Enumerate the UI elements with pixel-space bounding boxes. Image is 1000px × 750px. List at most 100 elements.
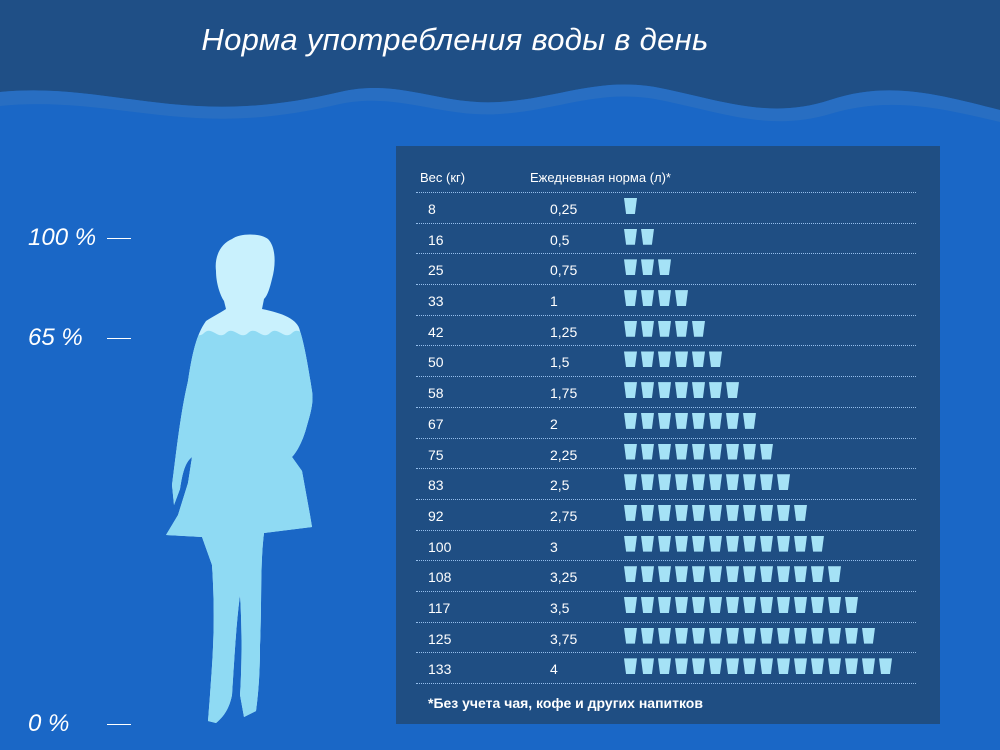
water-glass-icon bbox=[743, 566, 756, 583]
water-glass-icon bbox=[760, 443, 773, 460]
water-glass-icon bbox=[760, 627, 773, 644]
norm-cell: 0,75 bbox=[550, 262, 578, 279]
cups-cell bbox=[624, 320, 709, 339]
table-row: 25 0,75 bbox=[416, 254, 916, 286]
level-label: 100 % bbox=[28, 224, 97, 251]
norm-cell: 1,5 bbox=[550, 354, 570, 371]
cups-cell bbox=[624, 351, 726, 369]
water-glass-icon bbox=[641, 566, 654, 583]
water-glass-icon bbox=[726, 535, 739, 552]
water-glass-icon bbox=[828, 566, 841, 583]
water-glass-icon bbox=[692, 382, 705, 399]
table-row: 58 1,75 bbox=[416, 377, 916, 408]
weight-cell: 16 bbox=[428, 231, 444, 248]
norm-cell: 2,25 bbox=[550, 446, 578, 463]
weight-cell: 133 bbox=[428, 661, 452, 678]
water-glass-icon bbox=[658, 596, 671, 613]
water-glass-icon bbox=[743, 535, 756, 552]
water-glass-icon bbox=[811, 627, 824, 644]
header-divider bbox=[416, 192, 916, 193]
water-glass-icon bbox=[624, 320, 637, 337]
water-glass-icon bbox=[794, 535, 807, 552]
water-glass-icon bbox=[743, 658, 756, 675]
water-glass-icon bbox=[794, 504, 807, 521]
table-row: 33 1 bbox=[416, 285, 916, 316]
water-glass-icon bbox=[692, 566, 705, 583]
water-glass-icon bbox=[675, 351, 688, 368]
water-glass-icon bbox=[811, 566, 824, 583]
water-glass-icon bbox=[658, 320, 671, 337]
cups-cell bbox=[624, 382, 743, 400]
water-glass-icon bbox=[794, 627, 807, 644]
col-header-weight: Вес (кг) bbox=[420, 170, 466, 185]
table-row: 42 1,25 bbox=[416, 316, 916, 347]
water-glass-icon bbox=[811, 658, 824, 675]
water-glass-icon bbox=[743, 474, 756, 491]
norm-cell: 3,5 bbox=[550, 599, 570, 616]
water-glass-icon bbox=[658, 290, 671, 307]
water-glass-icon bbox=[624, 290, 637, 307]
water-glass-icon bbox=[760, 504, 773, 521]
norm-cell: 1 bbox=[550, 293, 558, 310]
water-glass-icon bbox=[726, 566, 739, 583]
level-tick bbox=[107, 238, 131, 239]
level-label: 0 % bbox=[28, 710, 70, 737]
water-glass-icon bbox=[675, 382, 688, 399]
water-glass-icon bbox=[794, 658, 807, 675]
water-glass-icon bbox=[641, 443, 654, 460]
water-glass-icon bbox=[811, 596, 824, 613]
cups-cell bbox=[624, 228, 658, 247]
water-glass-icon bbox=[709, 658, 722, 675]
water-glass-icon bbox=[624, 658, 637, 675]
cups-cell bbox=[624, 412, 760, 431]
water-norm-table: Вес (кг) Ежедневная норма (л)* 8 0,25 16 0,… bbox=[396, 146, 940, 724]
water-glass-icon bbox=[692, 596, 705, 613]
table-row: 108 3,25 bbox=[416, 561, 916, 592]
norm-cell: 2,5 bbox=[550, 477, 570, 494]
weight-cell: 100 bbox=[428, 538, 452, 555]
level-marker-65: 65 % bbox=[28, 326, 132, 350]
water-glass-icon bbox=[641, 382, 654, 399]
water-glass-icon bbox=[658, 351, 671, 368]
water-glass-icon bbox=[760, 474, 773, 491]
weight-cell: 67 bbox=[428, 415, 444, 432]
level-marker-100: 100 % bbox=[28, 226, 132, 250]
norm-cell: 2,75 bbox=[550, 507, 578, 524]
table-row: 83 2,5 bbox=[416, 469, 916, 500]
footnote: *Без учета чая, кофе и других напитков bbox=[428, 695, 703, 711]
weight-cell: 83 bbox=[428, 477, 444, 494]
norm-cell: 0,25 bbox=[550, 201, 578, 217]
page-title: Норма употребления воды в день bbox=[201, 22, 709, 57]
water-glass-icon bbox=[658, 566, 671, 583]
weight-cell: 33 bbox=[428, 293, 444, 310]
water-glass-icon bbox=[675, 596, 688, 613]
cups-cell bbox=[624, 504, 811, 523]
cups-cell bbox=[624, 290, 692, 308]
water-glass-icon bbox=[675, 290, 688, 307]
water-glass-icon bbox=[794, 596, 807, 613]
water-glass-icon bbox=[692, 627, 705, 644]
water-glass-icon bbox=[675, 535, 688, 552]
water-glass-icon bbox=[692, 443, 705, 460]
water-glass-icon bbox=[658, 382, 671, 399]
water-glass-icon bbox=[709, 351, 722, 368]
weight-cell: 117 bbox=[428, 599, 451, 616]
water-glass-icon bbox=[692, 504, 705, 521]
cups-cell bbox=[624, 566, 845, 584]
water-glass-icon bbox=[624, 535, 637, 552]
cups-cell bbox=[624, 474, 794, 492]
water-glass-icon bbox=[692, 658, 705, 675]
water-glass-icon bbox=[675, 443, 688, 460]
weight-cell: 125 bbox=[428, 630, 452, 647]
water-glass-icon bbox=[658, 443, 671, 460]
water-glass-icon bbox=[879, 658, 892, 675]
water-glass-icon bbox=[743, 412, 756, 429]
water-glass-icon bbox=[658, 412, 671, 429]
water-glass-icon bbox=[675, 412, 688, 429]
water-glass-icon bbox=[692, 474, 705, 491]
water-glass-icon bbox=[624, 504, 637, 521]
water-glass-icon bbox=[760, 535, 773, 552]
water-glass-icon bbox=[658, 658, 671, 675]
water-glass-icon bbox=[709, 382, 722, 399]
water-glass-icon bbox=[692, 535, 705, 552]
